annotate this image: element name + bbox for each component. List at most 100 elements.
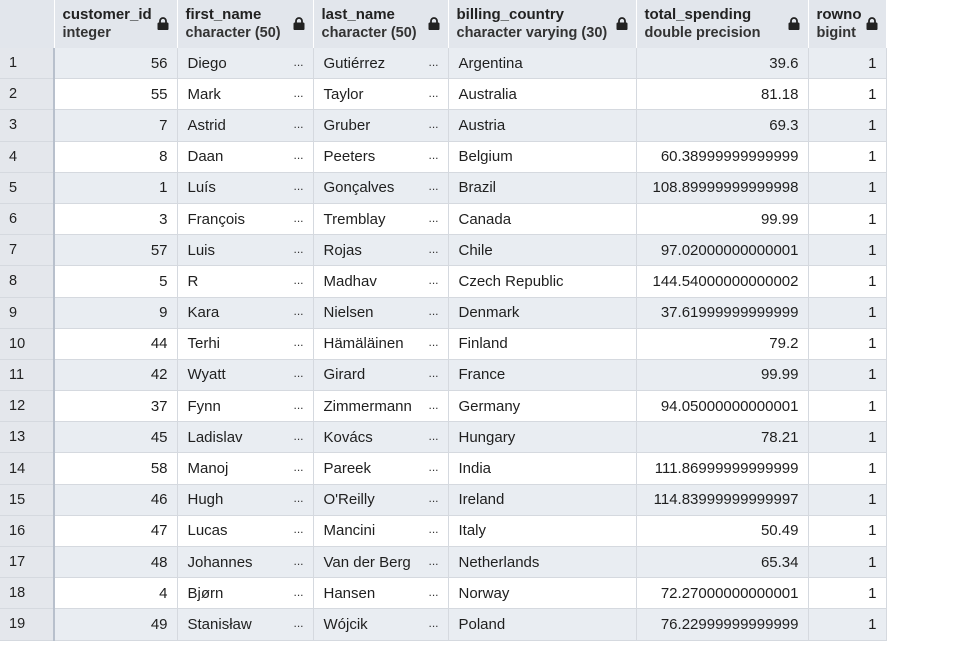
billing-country-cell[interactable]: Italy [448,515,637,548]
cell-expand-button[interactable]: ... [293,397,304,412]
table-row[interactable]: 19 49... Stanisław... Wójcik Poland 76.229999… [0,608,887,641]
column-header-billing-country[interactable]: billing_country character varying (30) [448,0,637,48]
table-row[interactable]: 1 56... Diego... Gutiérrez Argentina 39.6 1 [0,48,887,80]
billing-country-cell[interactable]: Czech Republic [448,265,637,298]
column-header-customer-id[interactable]: customer_id integer [54,0,178,48]
last-name-cell[interactable]: ... Gonçalves [313,172,449,204]
customer-id-cell[interactable]: 48 [54,546,178,579]
rowno-cell[interactable]: 1 [808,203,887,236]
customer-id-cell[interactable]: 46 [54,484,178,516]
cell-expand-button[interactable]: ... [428,366,439,381]
cell-expand-button[interactable]: ... [428,397,439,412]
customer-id-cell[interactable]: 55 [54,78,178,111]
cell-expand-button[interactable]: ... [293,54,304,69]
table-row[interactable]: 2 55... Mark... Taylor Australia 81.18 1 [0,78,887,111]
last-name-cell[interactable]: ... Pareek [313,452,449,485]
cell-expand-button[interactable]: ... [428,304,439,319]
cell-expand-button[interactable]: ... [293,460,304,475]
customer-id-cell[interactable]: 44 [54,328,178,360]
last-name-cell[interactable]: ... O'Reilly [313,484,449,516]
first-name-cell[interactable]: ... Kara [177,297,314,329]
cell-expand-button[interactable]: ... [293,304,304,319]
column-header-first-name[interactable]: first_name character (50) [177,0,314,48]
billing-country-cell[interactable]: Chile [448,234,637,267]
customer-id-cell[interactable]: 8 [54,141,178,173]
rowno-cell[interactable]: 1 [808,109,887,142]
row-number-cell[interactable]: 12 [0,390,55,423]
row-number-cell[interactable]: 8 [0,265,55,298]
last-name-cell[interactable]: ... Zimmermann [313,390,449,423]
cell-expand-button[interactable]: ... [428,179,439,194]
cell-expand-button[interactable]: ... [293,241,304,256]
rowno-cell[interactable]: 1 [808,48,887,80]
rowno-cell[interactable]: 1 [808,515,887,548]
row-number-cell[interactable]: 5 [0,172,55,204]
table-row[interactable]: 11 42... Wyatt... Girard France 99.99 1 [0,359,887,392]
row-number-cell[interactable]: 7 [0,234,55,267]
cell-expand-button[interactable]: ... [428,553,439,568]
last-name-cell[interactable]: ... Tremblay [313,203,449,236]
rowno-cell[interactable]: 1 [808,390,887,423]
row-number-cell[interactable]: 17 [0,546,55,579]
total-spending-cell[interactable]: 79.2 [636,328,809,360]
customer-id-cell[interactable]: 4 [54,577,178,610]
rowno-cell[interactable]: 1 [808,265,887,298]
cell-expand-button[interactable]: ... [293,85,304,100]
billing-country-cell[interactable]: Finland [448,328,637,360]
select-all-corner[interactable] [0,0,55,48]
customer-id-cell[interactable]: 9 [54,297,178,329]
cell-expand-button[interactable]: ... [293,428,304,443]
cell-expand-button[interactable]: ... [428,272,439,287]
first-name-cell[interactable]: ... Mark [177,78,314,111]
last-name-cell[interactable]: ... Mancini [313,515,449,548]
total-spending-cell[interactable]: 78.21 [636,421,809,454]
customer-id-cell[interactable]: 7 [54,109,178,142]
billing-country-cell[interactable]: Germany [448,390,637,423]
first-name-cell[interactable]: ... Luis [177,234,314,267]
first-name-cell[interactable]: ... Ladislav [177,421,314,454]
total-spending-cell[interactable]: 99.99 [636,203,809,236]
table-row[interactable]: 6 3... François... Tremblay Canada 99.99 1 [0,203,887,236]
first-name-cell[interactable]: ... Johannes [177,546,314,579]
billing-country-cell[interactable]: Argentina [448,48,637,80]
cell-expand-button[interactable]: ... [293,491,304,506]
total-spending-cell[interactable]: 99.99 [636,359,809,392]
table-row[interactable]: 3 7... Astrid... Gruber Austria 69.3 1 [0,109,887,142]
billing-country-cell[interactable]: Denmark [448,297,637,329]
customer-id-cell[interactable]: 45 [54,421,178,454]
table-row[interactable]: 8 5... R... Madhav Czech Republic 144.5400000… [0,265,887,298]
total-spending-cell[interactable]: 50.49 [636,515,809,548]
first-name-cell[interactable]: ... Bjørn [177,577,314,610]
cell-expand-button[interactable]: ... [293,116,304,131]
cell-expand-button[interactable]: ... [428,522,439,537]
total-spending-cell[interactable]: 108.89999999999998 [636,172,809,204]
last-name-cell[interactable]: ... Hansen [313,577,449,610]
first-name-cell[interactable]: ... Hugh [177,484,314,516]
table-row[interactable]: 4 8... Daan... Peeters Belgium 60.38999999999… [0,141,887,173]
first-name-cell[interactable]: ... Terhi [177,328,314,360]
total-spending-cell[interactable]: 94.05000000000001 [636,390,809,423]
row-number-cell[interactable]: 10 [0,328,55,360]
cell-expand-button[interactable]: ... [428,210,439,225]
cell-expand-button[interactable]: ... [428,491,439,506]
rowno-cell[interactable]: 1 [808,328,887,360]
first-name-cell[interactable]: ... Lucas [177,515,314,548]
rowno-cell[interactable]: 1 [808,141,887,173]
table-row[interactable]: 16 47... Lucas... Mancini Italy 50.49 1 [0,515,887,548]
first-name-cell[interactable]: ... François [177,203,314,236]
first-name-cell[interactable]: ... Stanisław [177,608,314,641]
last-name-cell[interactable]: ... Girard [313,359,449,392]
table-row[interactable]: 12 37... Fynn... Zimmermann Germany 94.050000… [0,390,887,423]
customer-id-cell[interactable]: 47 [54,515,178,548]
customer-id-cell[interactable]: 37 [54,390,178,423]
customer-id-cell[interactable]: 42 [54,359,178,392]
first-name-cell[interactable]: ... Diego [177,48,314,80]
cell-expand-button[interactable]: ... [293,584,304,599]
row-number-cell[interactable]: 3 [0,109,55,142]
rowno-cell[interactable]: 1 [808,608,887,641]
billing-country-cell[interactable]: India [448,452,637,485]
cell-expand-button[interactable]: ... [293,272,304,287]
total-spending-cell[interactable]: 111.86999999999999 [636,452,809,485]
billing-country-cell[interactable]: Hungary [448,421,637,454]
last-name-cell[interactable]: ... Wójcik [313,608,449,641]
